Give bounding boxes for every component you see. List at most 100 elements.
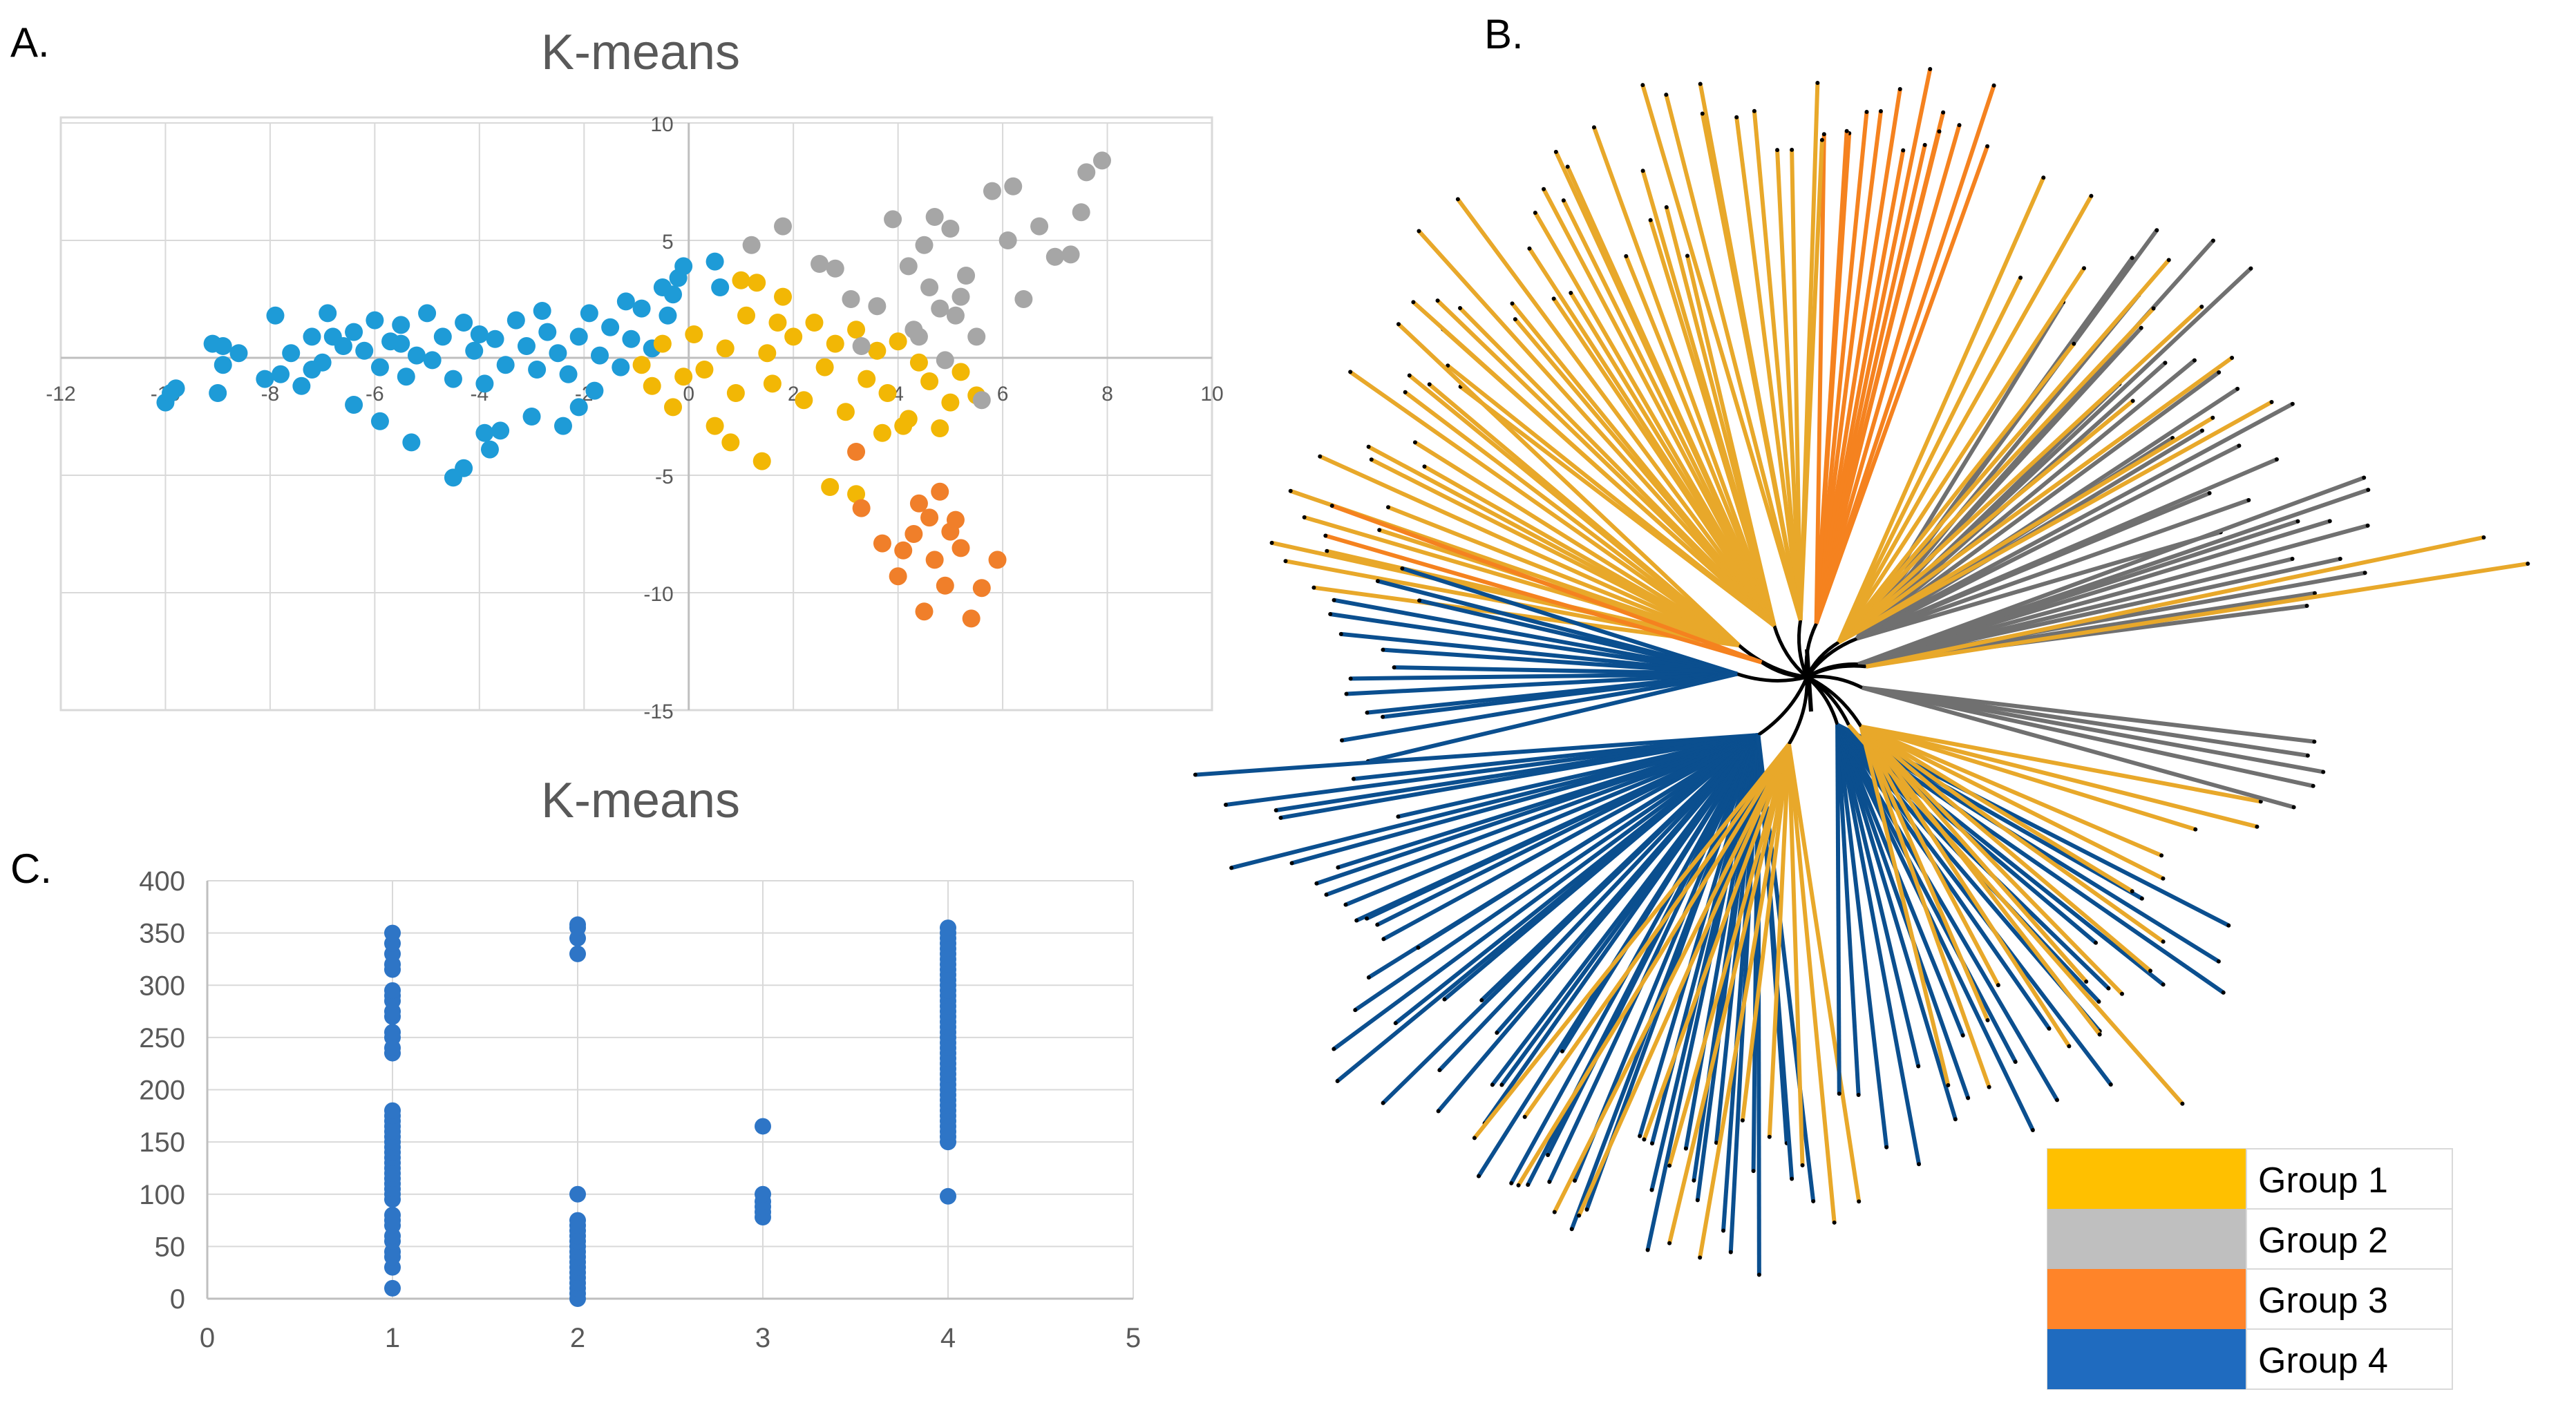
tree-leaf-tip <box>1336 865 1341 870</box>
tree-branch-group-1 <box>1513 318 1777 627</box>
tree-leaf-tip <box>2362 571 2367 575</box>
tree-leaf-tip <box>1437 1068 1442 1073</box>
tree-leaf-tip <box>1193 772 1197 777</box>
data-point-group-2 <box>957 267 976 285</box>
data-point-group-1 <box>737 306 756 325</box>
tree-leaf-tip <box>2139 325 2143 330</box>
data-point-group-4 <box>622 330 641 348</box>
tree-branch-group-1 <box>1837 342 2076 644</box>
tree-leaf-tip <box>2362 475 2367 480</box>
tree-leaf-tip <box>2327 519 2332 524</box>
tree-leaf-tip <box>1547 1179 1552 1184</box>
tree-branch-group-1 <box>1859 725 2124 995</box>
tree-leaf-tip <box>1819 137 1824 142</box>
tree-leaf-tip <box>1509 1181 1514 1185</box>
tree-branch-group-4 <box>1835 723 2035 1132</box>
tree-leaf-tip <box>1692 1178 1696 1183</box>
data-point-group-4 <box>522 408 541 426</box>
x-tick-label: 2 <box>570 1323 585 1353</box>
tree-branch-group-4 <box>1332 733 1760 1051</box>
tree-leaf-tip <box>1417 229 1421 233</box>
tree-branch-group-2 <box>1857 475 2365 667</box>
tree-branch-group-1 <box>1790 149 1803 620</box>
tree-leaf-tip <box>1332 598 1336 602</box>
tree-leaf-tip <box>1985 1018 1990 1022</box>
data-point-group-4 <box>303 361 321 379</box>
tree-internal-branch <box>1806 675 1850 726</box>
tree-leaf-tip <box>2151 306 2156 311</box>
data-point-group-4 <box>345 323 363 341</box>
tree-branch-group-1 <box>1837 356 2233 645</box>
tree-leaf-tip <box>2274 457 2279 461</box>
tree-leaf-tip <box>2295 519 2300 524</box>
data-point <box>569 916 586 933</box>
tree-branch-group-4 <box>1291 733 1759 866</box>
tree-branch-group-2 <box>1856 530 2222 641</box>
data-point-group-1 <box>805 314 824 332</box>
tree-branch-group-1 <box>1859 725 2088 983</box>
tree-leaf-tip <box>1728 1250 1733 1254</box>
tree-leaf-tip <box>1767 1134 1772 1139</box>
tree-leaf-tip <box>1522 1114 1527 1119</box>
tree-branch-group-4 <box>1354 733 1760 1012</box>
tree-branch-group-1 <box>1516 743 1791 1187</box>
data-point-group-1 <box>920 372 939 390</box>
data-point-group-4 <box>407 346 426 365</box>
tree-leaf-tip <box>1591 125 1596 130</box>
data-point-group-1 <box>826 334 844 353</box>
tree-branch-group-1 <box>1592 126 1777 627</box>
tree-internal-branch <box>1761 660 1808 679</box>
tree-branch-group-1 <box>1837 267 2086 644</box>
tree-leaf-tip <box>1328 611 1333 616</box>
tree-leaf-tip <box>1790 1176 1794 1181</box>
legend-swatch-group-4 <box>2047 1329 2246 1389</box>
tree-branch-group-2 <box>1862 685 2324 774</box>
tree-branch-group-4 <box>1443 733 1760 1001</box>
y-tick-label: -15 <box>643 700 673 723</box>
data-point-group-2 <box>826 259 844 278</box>
data-point-group-1 <box>726 384 745 402</box>
data-point-group-2 <box>1092 151 1111 170</box>
tree-leaf-tip <box>1422 464 1427 469</box>
tree-leaf-tip <box>1645 1248 1650 1252</box>
tree-leaf-tip <box>1700 111 1705 116</box>
data-point-group-2 <box>852 337 871 355</box>
data-point-group-3 <box>909 494 928 513</box>
tree-leaf-tip <box>1960 1033 1965 1038</box>
tree-branch-group-1 <box>1734 117 1803 621</box>
tree-leaf-tip <box>1348 370 1353 374</box>
data-point-group-3 <box>894 541 913 560</box>
tree-leaf-tip <box>1533 210 1537 215</box>
tree-leaf-tip <box>2526 562 2530 566</box>
data-point-group-3 <box>915 602 934 621</box>
panel-label-a: A. <box>10 19 50 66</box>
tree-branch-group-1 <box>1859 725 1990 1022</box>
tree-leaf-tip <box>1526 1183 1531 1187</box>
tree-leaf-tip <box>1365 916 1370 921</box>
data-point-group-1 <box>632 356 651 374</box>
panel-a-points <box>156 151 1111 628</box>
tree-leaf-tip <box>1381 1100 1385 1105</box>
tree-leaf-tip <box>2305 753 2310 758</box>
tree-leaf-tip <box>1311 585 1316 590</box>
tree-leaf-tip <box>2082 266 2087 271</box>
data-point-group-1 <box>768 314 787 332</box>
tree-leaf-tip <box>1957 123 1962 128</box>
tree-leaf-tip <box>1667 1163 1672 1168</box>
x-tick-label: 3 <box>755 1323 770 1353</box>
data-point-group-1 <box>836 403 855 421</box>
tree-leaf-tip <box>1985 144 1990 149</box>
tree-branch-group-2 <box>1855 359 2196 640</box>
tree-branch-group-4 <box>1381 733 1760 1105</box>
tree-branch-group-4 <box>1397 733 1759 819</box>
data-point-group-1 <box>685 325 703 343</box>
tree-branch-group-2 <box>1857 488 2369 667</box>
tree-internal-branch <box>1787 676 1809 745</box>
tree-leaf-tip <box>2130 256 2134 260</box>
tree-leaf-tip <box>2072 341 2076 346</box>
tree-branch-group-1 <box>1553 743 1791 1213</box>
data-point-group-3 <box>931 482 949 501</box>
tree-branch-group-4 <box>1835 724 1921 1165</box>
tree-internal-branch <box>1772 625 1808 678</box>
tree-branch-group-1 <box>1860 725 2164 881</box>
